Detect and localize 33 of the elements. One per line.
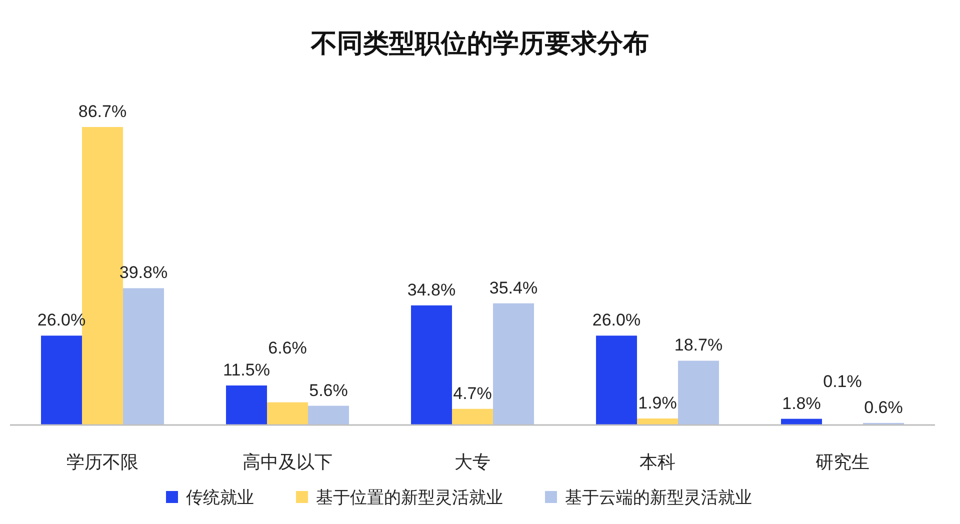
data-label: 6.6% (268, 338, 307, 358)
bar (678, 360, 719, 425)
bar (452, 408, 493, 425)
bar (637, 418, 678, 425)
data-label: 86.7% (78, 102, 127, 121)
data-label: 18.7% (674, 336, 723, 355)
data-label: 26.0% (592, 310, 641, 330)
data-label: 1.8% (782, 394, 821, 413)
x-tick-label: 学历不限 (66, 452, 138, 472)
data-label: 35.4% (489, 278, 538, 298)
legend-label: 基于云端的新型灵活就业 (565, 488, 752, 507)
legend-label: 基于位置的新型灵活就业 (316, 488, 503, 507)
bar (123, 288, 164, 425)
data-label: 0.6% (864, 398, 903, 417)
data-label: 1.9% (638, 393, 677, 412)
x-tick-label: 本科 (640, 452, 676, 472)
bar (226, 385, 267, 425)
bar (267, 402, 308, 425)
chart-title: 不同类型职位的学历要求分布 (310, 28, 649, 58)
data-label: 0.1% (823, 372, 862, 391)
bar (493, 303, 534, 425)
x-tick-label: 大专 (454, 452, 490, 472)
bar (411, 305, 452, 425)
legend-label: 传统就业 (186, 488, 254, 507)
x-tick-label: 研究生 (816, 452, 870, 472)
x-tick-label: 高中及以下 (242, 452, 332, 472)
bar (41, 336, 82, 425)
data-label: 4.7% (453, 384, 492, 403)
bar (596, 336, 637, 425)
data-label: 5.6% (309, 380, 348, 400)
data-label: 11.5% (223, 360, 270, 380)
data-label: 34.8% (407, 280, 456, 300)
bar (308, 406, 349, 425)
